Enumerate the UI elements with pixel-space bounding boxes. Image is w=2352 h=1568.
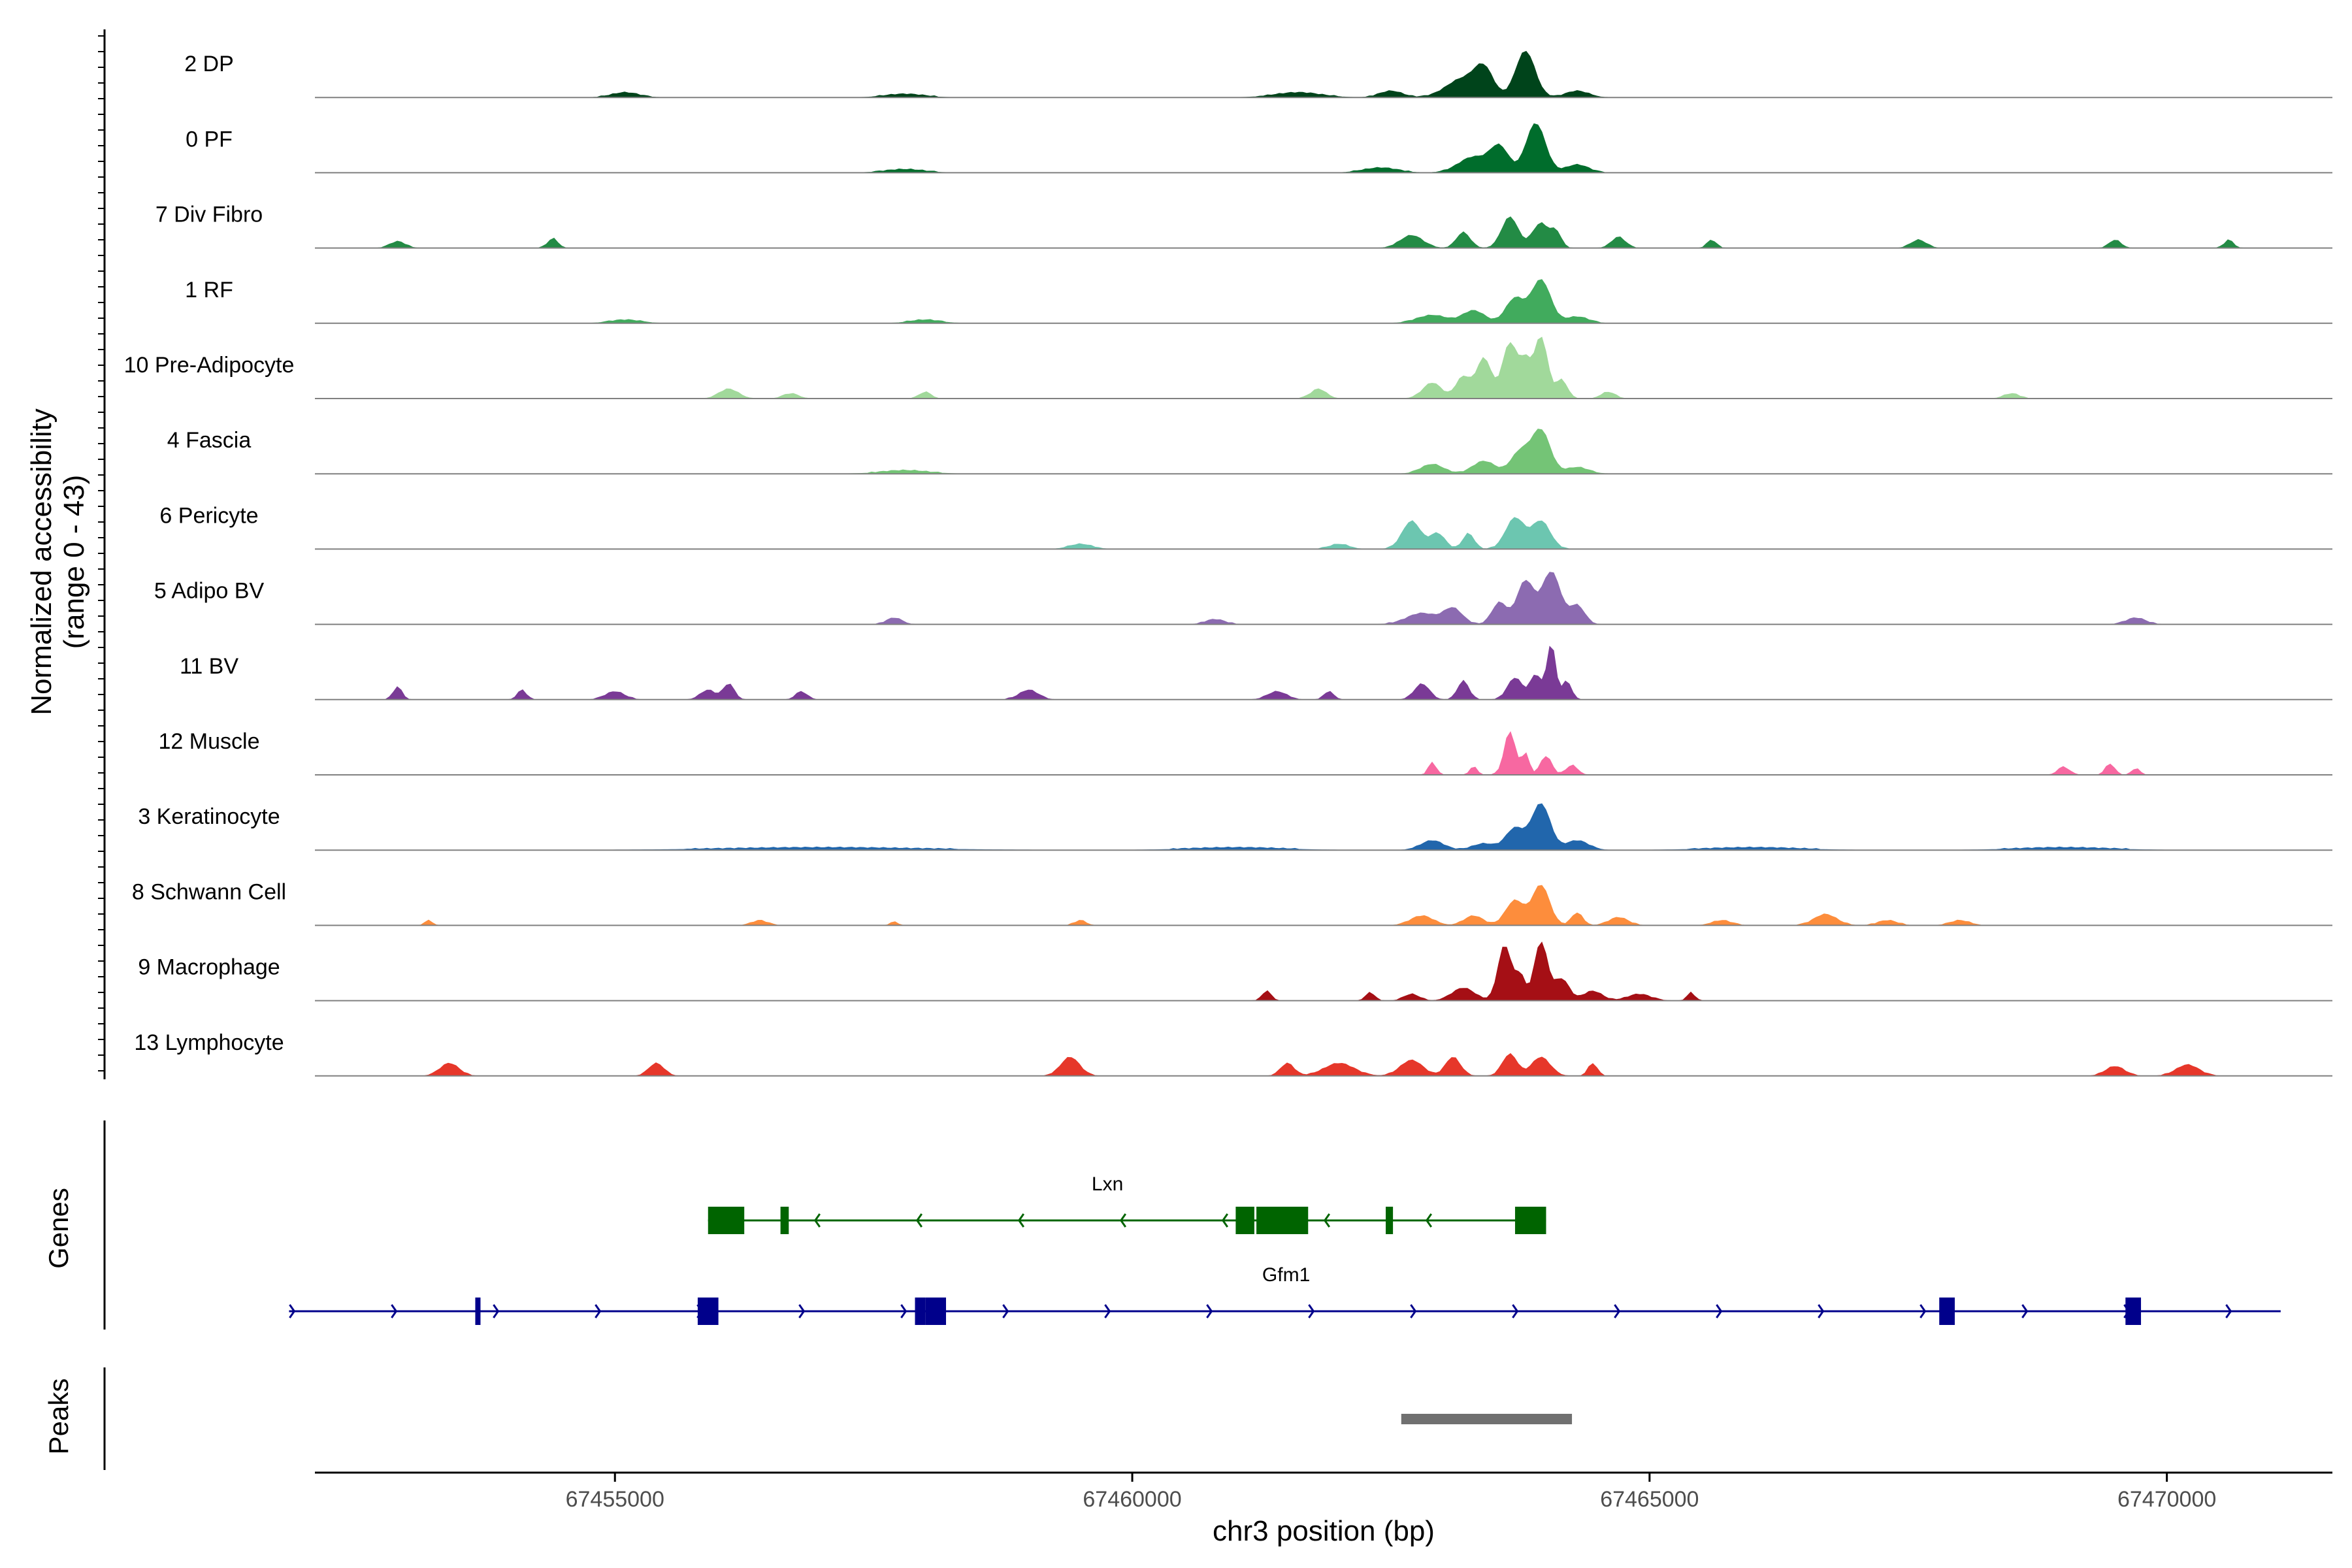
strand-arrow: [1716, 1304, 1723, 1318]
coverage-area-0: [315, 50, 2332, 98]
genes-panel: Lxn Gfm1: [103, 1120, 2281, 1330]
track-7: 5 Adipo BV: [154, 572, 2332, 625]
x-axis: 67455000 67460000 67465000 67470000: [315, 1471, 2332, 1512]
exon: [708, 1207, 745, 1234]
strand-arrow: [813, 1213, 821, 1228]
coverage-area-8: [315, 645, 2332, 700]
track-9: 12 Muscle: [159, 729, 2332, 776]
track-label-5: 4 Fascia: [167, 428, 252, 453]
track-2: 7 Div Fibro: [155, 203, 2332, 249]
strand-arrow: [900, 1304, 907, 1318]
track-label-10: 3 Keratinocyte: [138, 804, 280, 829]
genes-panel-title: Genes: [43, 1188, 74, 1269]
strand-arrow: [289, 1304, 296, 1318]
coverage-area-3: [315, 279, 2332, 324]
gene-label-1: Gfm1: [1262, 1264, 1310, 1286]
exon: [475, 1298, 481, 1325]
track-label-13: 13 Lymphocyte: [134, 1030, 284, 1055]
strand-arrow: [391, 1304, 398, 1318]
exon: [780, 1207, 789, 1234]
coverage-area-13: [315, 1053, 2332, 1077]
track-label-8: 11 BV: [180, 654, 238, 679]
track-4: 10 Pre-Adipocyte: [124, 336, 2332, 399]
peak-region-0: [1401, 1414, 1573, 1424]
track-3: 1 RF: [185, 278, 2332, 324]
x-tick-label-0: 67455000: [566, 1487, 664, 1512]
track-label-11: 8 Schwann Cell: [132, 879, 286, 904]
track-label-7: 5 Adipo BV: [154, 579, 265, 604]
strand-arrow: [2225, 1304, 2232, 1318]
track-10: 3 Keratinocyte: [138, 803, 2332, 851]
exon: [697, 1298, 719, 1325]
coverage-area-6: [315, 517, 2332, 549]
strand-arrow: [493, 1304, 500, 1318]
coverage-area-1: [315, 123, 2332, 173]
coverage-area-4: [315, 336, 2332, 399]
gene-1: Gfm1: [289, 1264, 2281, 1325]
coverage-area-9: [315, 731, 2332, 776]
exon: [1939, 1298, 1955, 1325]
coverage-area-11: [315, 885, 2332, 926]
peaks-panel: [103, 1367, 1573, 1470]
exon: [1386, 1207, 1394, 1234]
strand-arrow: [1104, 1304, 1111, 1318]
track-label-6: 6 Pericyte: [159, 503, 258, 528]
y-axis-subtitle: (range 0 - 43): [58, 475, 90, 649]
track-8: 11 BV: [180, 645, 2332, 700]
exon: [915, 1298, 926, 1325]
strand-arrow: [1119, 1213, 1126, 1228]
track-12: 9 Macrophage: [138, 941, 2332, 1002]
coverage-area-12: [315, 941, 2332, 1002]
track-label-2: 7 Div Fibro: [155, 203, 263, 227]
track-5: 4 Fascia: [167, 428, 2332, 475]
exon: [1235, 1207, 1254, 1234]
strand-arrow: [2021, 1304, 2029, 1318]
track-0: 2 DP: [184, 50, 2332, 99]
y-axis-title: Normalized accessibility: [25, 408, 57, 715]
coverage-area-5: [315, 429, 2332, 474]
exon: [1256, 1207, 1309, 1234]
strand-arrow: [1512, 1304, 1519, 1318]
strand-arrow: [1614, 1304, 1621, 1318]
coverage-area-10: [315, 803, 2332, 851]
strand-arrow: [1206, 1304, 1213, 1318]
exon: [2125, 1298, 2142, 1325]
strand-arrow: [1017, 1213, 1024, 1228]
strand-arrow: [1221, 1213, 1228, 1228]
peaks-panel-title: Peaks: [43, 1379, 74, 1455]
gene-label-0: Lxn: [1092, 1173, 1123, 1195]
strand-arrow: [1410, 1304, 1417, 1318]
strand-arrow: [1425, 1213, 1432, 1228]
exon: [925, 1298, 946, 1325]
track-1: 0 PF: [186, 123, 2332, 174]
exon: [1514, 1207, 1546, 1234]
coverage-area-7: [315, 572, 2332, 625]
x-tick-label-1: 67460000: [1083, 1487, 1181, 1512]
strand-arrow: [1002, 1304, 1009, 1318]
track-11: 8 Schwann Cell: [132, 879, 2332, 926]
y-axis: [98, 29, 106, 1079]
strand-arrow: [595, 1304, 602, 1318]
track-6: 6 Pericyte: [159, 503, 2332, 550]
track-label-0: 2 DP: [184, 52, 234, 76]
x-tick-label-2: 67465000: [1600, 1487, 1699, 1512]
track-13: 13 Lymphocyte: [134, 1030, 2332, 1077]
strand-arrow: [798, 1304, 806, 1318]
strand-arrow: [915, 1213, 923, 1228]
track-label-4: 10 Pre-Adipocyte: [124, 353, 295, 378]
x-tick-label-3: 67470000: [2117, 1487, 2216, 1512]
x-axis-title: chr3 position (bp): [1213, 1515, 1435, 1547]
coverage-tracks: 2 DP 0 PF 7 Div Fibro 1 RF 10 Pre-Adipocyte 4…: [124, 50, 2332, 1077]
track-label-3: 1 RF: [185, 278, 233, 302]
strand-arrow: [1919, 1304, 1927, 1318]
gene-0: Lxn: [708, 1173, 1546, 1234]
strand-arrow: [1308, 1304, 1315, 1318]
coverage-area-2: [315, 216, 2332, 249]
track-label-9: 12 Muscle: [159, 729, 260, 754]
track-label-1: 0 PF: [186, 127, 233, 152]
strand-arrow: [1323, 1213, 1330, 1228]
strand-arrow: [1818, 1304, 1825, 1318]
track-label-12: 9 Macrophage: [138, 955, 280, 980]
